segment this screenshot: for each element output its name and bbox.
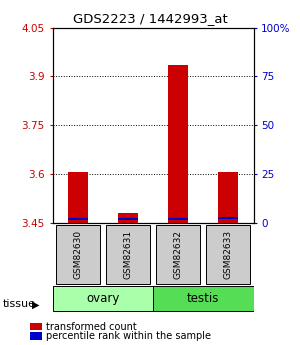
Text: tissue: tissue [3,299,36,309]
Bar [52,286,153,311]
Bar [168,218,188,220]
Bar [68,218,88,220]
Bar [218,217,239,219]
Bar [118,218,138,220]
Bar [156,225,200,284]
Text: percentile rank within the sample: percentile rank within the sample [46,332,211,341]
Bar [56,225,100,284]
Bar [68,171,88,223]
Text: GSM82631: GSM82631 [123,230,132,279]
Bar [118,214,138,223]
Bar [218,171,239,223]
Bar [153,286,254,311]
Bar [206,225,250,284]
Text: ▶: ▶ [32,299,39,309]
Text: transformed count: transformed count [46,322,137,332]
Bar [106,225,150,284]
Bar [168,65,188,223]
Text: GSM82633: GSM82633 [224,230,233,279]
Text: GSM82632: GSM82632 [174,230,183,279]
Text: testis: testis [187,292,219,305]
Text: GSM82630: GSM82630 [73,230,82,279]
Text: GDS2223 / 1442993_at: GDS2223 / 1442993_at [73,12,227,25]
Text: ovary: ovary [86,292,119,305]
